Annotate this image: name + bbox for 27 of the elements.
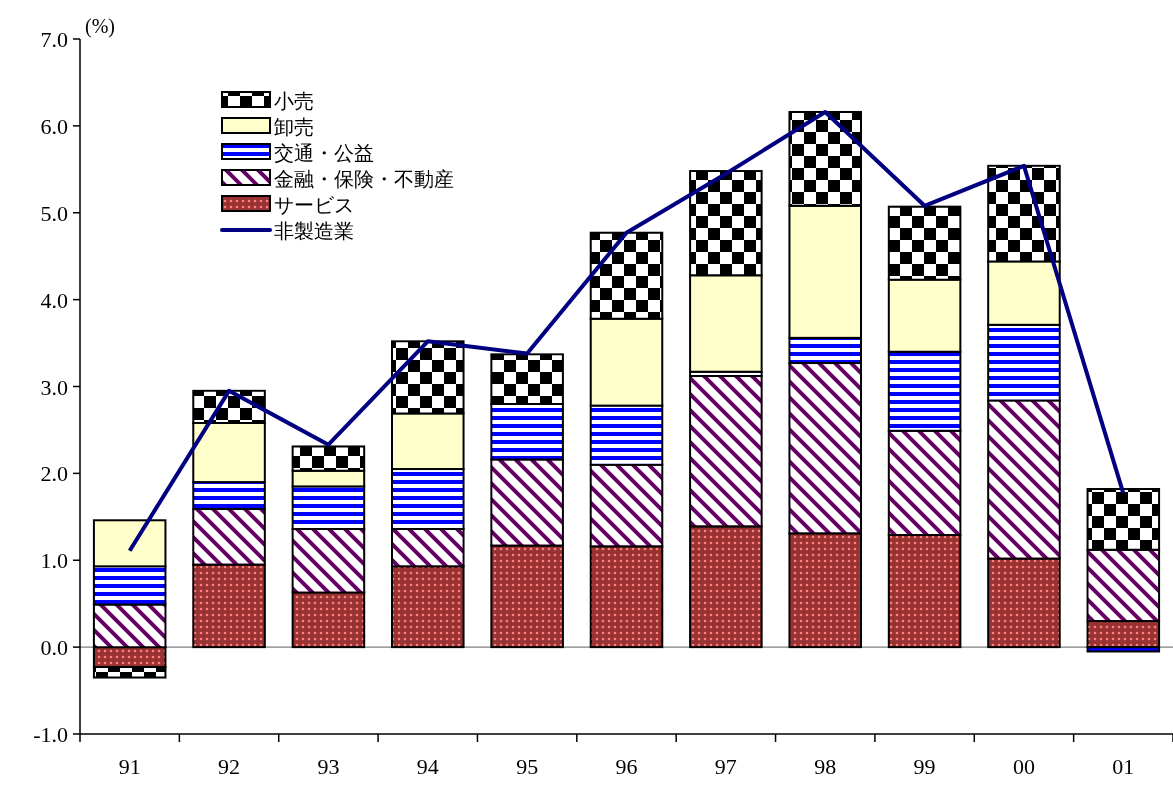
y-tick-label: 1.0 (40, 548, 68, 574)
y-tick-label: 7.0 (40, 27, 68, 52)
y-tick-label: 5.0 (40, 200, 68, 226)
legend-label: 小売 (274, 89, 314, 113)
x-tick-label: 91 (118, 754, 141, 779)
x-tick-label: 01 (1112, 754, 1135, 779)
y-axis-title: (%) (85, 15, 115, 38)
y-tick-label: -1.0 (33, 722, 68, 747)
legend-label: 金融・保険・不動産 (274, 167, 454, 191)
x-tick-label: 00 (1012, 754, 1035, 779)
y-tick-label: 4.0 (40, 287, 68, 313)
y-tick-label: 2.0 (40, 461, 68, 487)
x-tick-label: 95 (516, 754, 539, 779)
x-tick-label: 96 (615, 754, 638, 779)
legend-label: サービス (274, 193, 354, 217)
x-tick-label: 94 (416, 754, 439, 779)
x-tick-label: 92 (218, 754, 241, 779)
y-tick-label: 3.0 (40, 374, 68, 400)
y-tick-label: 6.0 (40, 113, 68, 139)
legend-label: 非製造業 (274, 219, 354, 243)
x-tick-label: 97 (714, 754, 737, 779)
x-tick-label: 99 (913, 754, 936, 779)
x-tick-label: 93 (317, 754, 340, 779)
legend-label: 交通・公益 (274, 141, 374, 165)
y-tick-label: 0.0 (40, 635, 68, 661)
legend-label: 卸売 (274, 115, 314, 139)
x-tick-label: 98 (814, 754, 837, 779)
